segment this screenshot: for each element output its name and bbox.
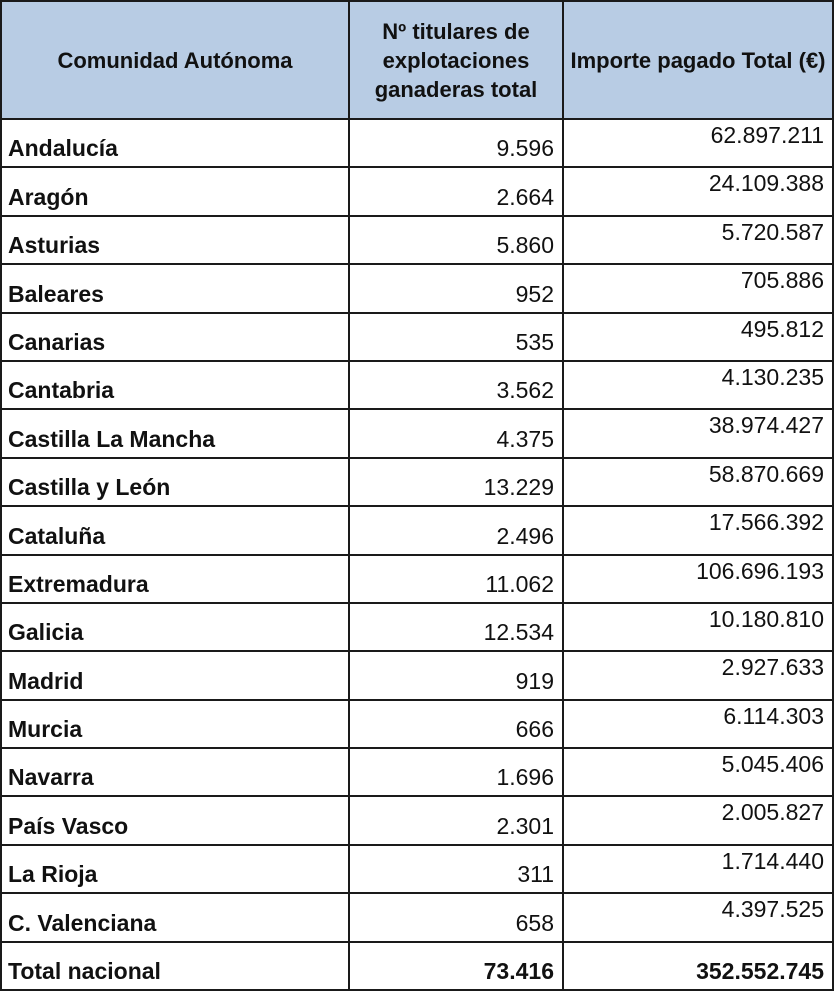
cell-holders: 4.375 [348, 408, 564, 459]
table-row: La Rioja 311 1.714.440 [0, 843, 834, 895]
table-row: Galicia 12.534 10.180.810 [0, 601, 834, 653]
header-amount-label: Importe pagado Total (€) [570, 47, 826, 73]
cell-holders: 13.229 [348, 456, 564, 508]
cell-amount: 38.974.427 [562, 408, 834, 459]
cell-holders: 2.301 [348, 795, 564, 846]
header-community-label: Comunidad Autónoma [57, 47, 293, 73]
header-holders: Nº titulares de explotaciones ganaderas … [348, 0, 564, 120]
table-header: Comunidad Autónoma Nº titulares de explo… [0, 0, 834, 120]
cell-amount: 2.927.633 [562, 650, 834, 701]
cell-community: Galicia [0, 601, 350, 653]
cell-amount: 705.886 [562, 263, 834, 314]
cell-community: Cataluña [0, 505, 350, 556]
cell-amount: 106.696.193 [562, 553, 834, 604]
cell-community: Canarias [0, 311, 350, 362]
cell-community: Castilla La Mancha [0, 408, 350, 459]
cell-community: Madrid [0, 650, 350, 701]
cell-community: Aragón [0, 166, 350, 217]
cell-holders: 5.860 [348, 214, 564, 266]
table-row: País Vasco 2.301 2.005.827 [0, 795, 834, 846]
cell-amount: 4.130.235 [562, 359, 834, 411]
table-row: Cantabria 3.562 4.130.235 [0, 359, 834, 411]
cell-holders: 311 [348, 843, 564, 895]
table-row: Andalucía 9.596 62.897.211 [0, 117, 834, 169]
total-community: Total nacional [0, 940, 350, 991]
cell-amount: 58.870.669 [562, 456, 834, 508]
cell-holders: 666 [348, 698, 564, 750]
table-row: Navarra 1.696 5.045.406 [0, 747, 834, 798]
cell-amount: 10.180.810 [562, 601, 834, 653]
table-row: C. Valenciana 658 4.397.525 [0, 892, 834, 943]
cell-holders: 535 [348, 311, 564, 362]
cell-amount: 495.812 [562, 311, 834, 362]
table-row: Castilla La Mancha 4.375 38.974.427 [0, 408, 834, 459]
cell-amount: 4.397.525 [562, 892, 834, 943]
cell-amount: 1.714.440 [562, 843, 834, 895]
cell-amount: 5.720.587 [562, 214, 834, 266]
header-amount: Importe pagado Total (€) [562, 0, 834, 120]
cell-community: Baleares [0, 263, 350, 314]
cell-amount: 2.005.827 [562, 795, 834, 846]
table-row: Cataluña 2.496 17.566.392 [0, 505, 834, 556]
cell-community: Cantabria [0, 359, 350, 411]
cell-holders: 1.696 [348, 747, 564, 798]
cell-holders: 9.596 [348, 117, 564, 169]
cell-holders: 2.664 [348, 166, 564, 217]
table-row: Canarias 535 495.812 [0, 311, 834, 362]
table-row: Asturias 5.860 5.720.587 [0, 214, 834, 266]
cell-amount: 5.045.406 [562, 747, 834, 798]
table-row: Aragón 2.664 24.109.388 [0, 166, 834, 217]
cell-amount: 24.109.388 [562, 166, 834, 217]
table-body: Andalucía 9.596 62.897.211 Aragón 2.664 … [0, 117, 834, 991]
cell-holders: 2.496 [348, 505, 564, 556]
cell-community: Murcia [0, 698, 350, 750]
header-holders-label: Nº titulares de explotaciones ganaderas … [374, 18, 538, 102]
cell-holders: 658 [348, 892, 564, 943]
cell-amount: 6.114.303 [562, 698, 834, 750]
cell-community: Navarra [0, 747, 350, 798]
cell-community: La Rioja [0, 843, 350, 895]
cell-community: Andalucía [0, 117, 350, 169]
cell-holders: 12.534 [348, 601, 564, 653]
table-row: Murcia 666 6.114.303 [0, 698, 834, 750]
cell-community: Castilla y León [0, 456, 350, 508]
total-holders: 73.416 [348, 940, 564, 991]
table-row: Extremadura 11.062 106.696.193 [0, 553, 834, 604]
total-row: Total nacional 73.416 352.552.745 [0, 940, 834, 991]
cell-amount: 17.566.392 [562, 505, 834, 556]
table-row: Madrid 919 2.927.633 [0, 650, 834, 701]
header-row: Comunidad Autónoma Nº titulares de explo… [0, 0, 834, 120]
table-row: Baleares 952 705.886 [0, 263, 834, 314]
cell-holders: 3.562 [348, 359, 564, 411]
table-row: Castilla y León 13.229 58.870.669 [0, 456, 834, 508]
cell-community: Extremadura [0, 553, 350, 604]
cell-community: Asturias [0, 214, 350, 266]
cell-community: País Vasco [0, 795, 350, 846]
total-amount: 352.552.745 [562, 940, 834, 991]
cell-amount: 62.897.211 [562, 117, 834, 169]
cell-holders: 952 [348, 263, 564, 314]
cell-community: C. Valenciana [0, 892, 350, 943]
cell-holders: 919 [348, 650, 564, 701]
header-community: Comunidad Autónoma [0, 0, 350, 120]
cell-holders: 11.062 [348, 553, 564, 604]
